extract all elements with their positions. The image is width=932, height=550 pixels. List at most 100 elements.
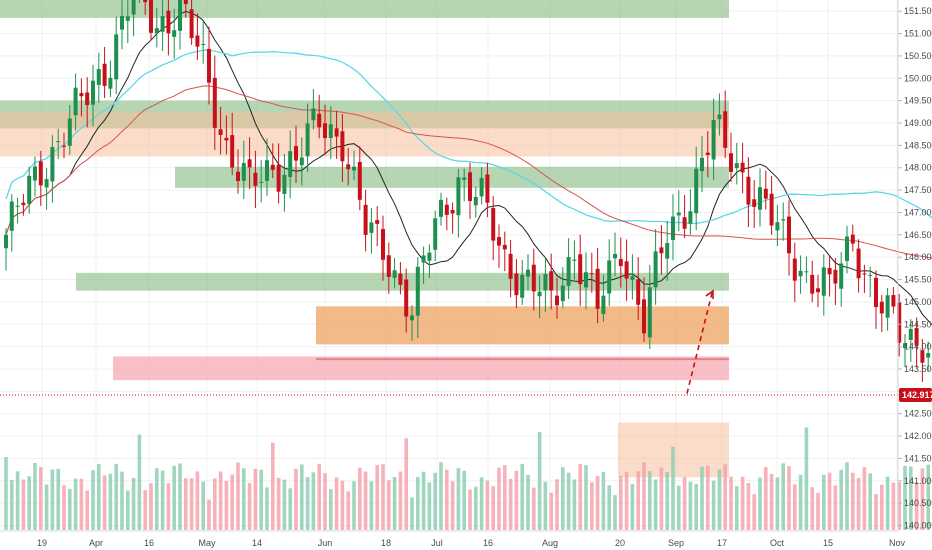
y-tick-label: 144.000 [904, 342, 932, 352]
candle-body [734, 163, 739, 169]
volume-bar [276, 477, 281, 530]
ma-red-line [5, 85, 932, 259]
candle-body [688, 211, 693, 224]
candle-body [241, 163, 246, 181]
volume-bar [15, 471, 20, 530]
candle-body [224, 137, 229, 141]
candle-body [914, 328, 919, 346]
candle-body [729, 153, 733, 172]
volume-bar [317, 463, 321, 530]
candle-body [508, 253, 513, 279]
volume-bar [920, 468, 925, 530]
candles [4, 0, 931, 382]
x-axis[interactable]: 19 Apr 16 May 14 Jun 18 Jul 16 Aug 20 Sep 17 Oct 15 Nov [0, 530, 905, 548]
candle-body [323, 123, 327, 139]
y-tick-label: 147.500 [904, 185, 932, 195]
candle-body [404, 279, 409, 317]
y-axis[interactable]: 151.500 151.000 150.500 150.000 149.500 149.0… [897, 0, 932, 531]
candle-body [50, 146, 55, 182]
candle-body [108, 77, 113, 89]
candle-body [120, 15, 124, 30]
candle-body [15, 205, 20, 207]
candle-body [212, 77, 217, 128]
volume-bar [659, 467, 664, 530]
volume-bar [862, 467, 867, 530]
candle-body [845, 236, 849, 261]
x-tick-label: Sep [668, 538, 684, 548]
candle-body [149, 0, 153, 33]
candle-body [456, 177, 461, 216]
candle-body [172, 30, 177, 37]
candle-body [520, 274, 525, 298]
ma-black-line [5, 10, 932, 326]
volume-bar [305, 477, 310, 530]
volume-bar [427, 482, 432, 530]
volume-bar [926, 464, 930, 530]
candle-body [647, 287, 652, 338]
candle-body [897, 302, 902, 343]
candle-body [288, 151, 293, 177]
y-tick-label: 147.000 [904, 207, 932, 217]
volume-bar [201, 481, 205, 530]
volume-bar [677, 485, 681, 530]
candle-body [305, 123, 310, 157]
volume-bar [300, 464, 304, 530]
volume-bar [102, 475, 107, 530]
volume-bar [172, 465, 176, 530]
candle-body [21, 202, 26, 206]
candle-body [218, 129, 223, 135]
candle-body [526, 269, 530, 277]
candle-body [299, 157, 304, 166]
candle-body [676, 212, 681, 216]
volume-bar [271, 442, 275, 530]
candle-body [125, 16, 130, 21]
volume-bar [265, 487, 269, 530]
volume-bar [416, 477, 420, 530]
candle-body [862, 273, 867, 275]
volume-bar [566, 472, 571, 530]
volume-bar [810, 487, 814, 530]
x-tick-label: Jul [431, 538, 443, 548]
volume-bar [149, 483, 153, 530]
candle-body [427, 252, 432, 261]
volume-bar [398, 471, 403, 530]
volume-bar [532, 487, 536, 530]
volume-bar [584, 465, 588, 530]
volume-bar [79, 478, 84, 530]
volume-bar [56, 468, 60, 530]
volume-bar [578, 464, 582, 530]
volume-bar [653, 479, 658, 530]
volume-bar [665, 471, 669, 530]
candle-body [816, 288, 820, 293]
volume-bar [358, 467, 362, 530]
volume-bar [520, 463, 524, 530]
volume-bar [601, 471, 606, 530]
candle-body [415, 266, 420, 316]
volume-bar [769, 474, 774, 530]
volume-bar [503, 465, 507, 530]
candle-body [27, 175, 32, 204]
volume-bar [39, 467, 43, 530]
volume-bar [155, 468, 159, 530]
zone-pink-6 [113, 356, 729, 381]
x-tick-label: Aug [542, 538, 558, 548]
candle-body [821, 267, 826, 296]
x-tick-label: Jun [318, 538, 333, 548]
candle-body [207, 48, 211, 83]
candle-body [79, 93, 84, 97]
candle-body [346, 164, 351, 170]
volume-bar [682, 476, 687, 530]
candle-body [578, 254, 583, 285]
volume-bar [282, 479, 287, 530]
volume-bar [334, 477, 339, 530]
volume-bars [4, 427, 930, 530]
volume-bar [822, 474, 826, 530]
candle-body [102, 63, 107, 86]
candle-body [468, 172, 472, 201]
candle-body [618, 259, 623, 266]
volume-bar [120, 471, 124, 530]
volume-bar [706, 465, 710, 530]
volume-bar [27, 476, 31, 530]
candle-body [375, 220, 380, 224]
volume-bar [723, 464, 727, 530]
